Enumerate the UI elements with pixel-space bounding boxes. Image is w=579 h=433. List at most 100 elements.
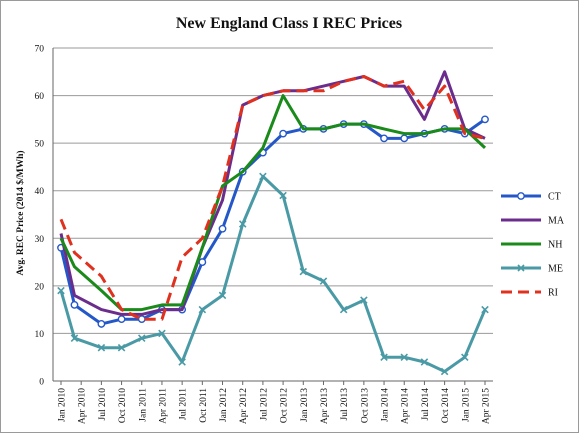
data-point-me xyxy=(440,367,449,376)
data-point-mark xyxy=(238,220,247,228)
legend-item-ri: RI xyxy=(501,288,558,299)
data-point-me xyxy=(259,172,267,181)
y-tick-label: 30 xyxy=(35,235,45,245)
gridlines xyxy=(53,47,493,382)
data-point-mark xyxy=(198,305,207,314)
series-line-ri xyxy=(59,75,486,321)
x-tick-label: Oct 2010 xyxy=(118,388,128,423)
data-point-mark xyxy=(440,367,449,376)
x-tick-label: Apr 2013 xyxy=(320,388,330,424)
x-tick-label: Oct 2011 xyxy=(199,388,209,423)
legend-label-ct: CT xyxy=(548,192,561,203)
data-point-me xyxy=(420,358,429,366)
data-point-mark xyxy=(178,358,186,366)
data-point-me xyxy=(70,334,79,342)
legend-marker xyxy=(517,192,525,200)
y-tick-label: 50 xyxy=(35,140,45,150)
legend-item-nh: NH xyxy=(501,240,562,251)
data-point-me xyxy=(158,329,166,338)
data-point-mark xyxy=(319,277,328,285)
data-point-me xyxy=(299,267,308,276)
data-point-ct xyxy=(218,224,227,233)
y-tick-label: 0 xyxy=(39,378,44,388)
data-point-mark xyxy=(57,286,65,295)
x-tick-label: Apr 2011 xyxy=(158,388,168,424)
data-point-ct xyxy=(279,129,287,138)
x-tick-label: Jul 2013 xyxy=(340,388,350,421)
legend-marker xyxy=(517,264,525,272)
data-point-mark xyxy=(400,353,409,361)
x-tick-label: Oct 2013 xyxy=(360,388,370,423)
data-point-me xyxy=(279,191,287,200)
data-point-me xyxy=(339,305,348,314)
data-point-me xyxy=(57,286,65,295)
x-tick-label: Oct 2012 xyxy=(280,388,290,423)
data-point-mark xyxy=(70,334,79,342)
y-tick-label: 10 xyxy=(35,330,45,340)
data-point-ct xyxy=(400,134,409,143)
data-point-mark xyxy=(420,358,429,366)
data-point-mark xyxy=(339,305,348,314)
x-tick-label: Jul 2014 xyxy=(421,388,431,421)
data-point-me xyxy=(198,305,207,314)
x-tick-label: Jan 2010 xyxy=(58,388,68,422)
series-line-nh xyxy=(59,94,487,312)
x-tick-label: Jul 2011 xyxy=(179,388,189,420)
x-tick-label: Jul 2012 xyxy=(259,388,269,421)
y-tick-label: 70 xyxy=(35,45,45,55)
data-point-me xyxy=(117,343,126,352)
data-point-ct xyxy=(380,134,388,143)
series-line-ma xyxy=(59,70,486,316)
data-point-me xyxy=(360,296,368,304)
data-point-ct xyxy=(137,315,146,324)
legend-label-me: ME xyxy=(548,264,563,275)
series-lines xyxy=(57,70,489,376)
data-point-ct xyxy=(97,320,106,328)
y-tick-label: 60 xyxy=(35,92,45,102)
data-point-ct xyxy=(481,115,489,124)
data-point-me xyxy=(137,334,146,342)
data-point-mark xyxy=(218,291,227,300)
legend-label-ma: MA xyxy=(548,216,565,227)
data-point-me xyxy=(380,353,388,361)
data-point-me xyxy=(238,220,247,228)
data-point-me xyxy=(319,277,328,285)
x-tick-label: Oct 2014 xyxy=(441,388,451,423)
data-point-me xyxy=(97,343,106,352)
data-point-ct xyxy=(70,300,79,309)
data-point-ct xyxy=(198,258,207,266)
legend-item-ma: MA xyxy=(501,216,565,227)
x-tick-label: Apr 2012 xyxy=(239,388,249,424)
x-tick-label: Apr 2010 xyxy=(78,388,88,424)
chart-title: New England Class I REC Prices xyxy=(176,15,402,32)
x-tick-label: Jul 2010 xyxy=(98,388,108,421)
data-point-me xyxy=(461,353,469,361)
data-point-mark xyxy=(137,334,146,342)
axes: 0 10 20 30 40 50 60 70 Jan 2010 Apr 2010 Jul 2010 O… xyxy=(35,45,493,424)
data-point-me xyxy=(178,358,186,366)
data-point-me xyxy=(481,305,489,314)
data-point-mark xyxy=(299,267,308,276)
x-tick-label: Apr 2015 xyxy=(482,388,492,424)
legend-label-ri: RI xyxy=(548,288,558,299)
x-tick-label: Jan 2013 xyxy=(300,388,310,422)
data-point-mark xyxy=(117,343,126,352)
data-point-me xyxy=(400,353,409,361)
data-point-mark xyxy=(380,353,388,361)
data-point-mark xyxy=(158,329,166,338)
legend-item-ct: CT xyxy=(501,192,561,203)
data-point-mark xyxy=(97,343,106,352)
legend-label-nh: NH xyxy=(548,240,562,251)
data-point-ct xyxy=(117,315,126,324)
y-tick-label: 20 xyxy=(35,282,45,292)
x-tick-label: Jan 2011 xyxy=(138,388,148,422)
series-line-ct xyxy=(59,118,486,326)
y-axis-label: Avg. REC Price (2014 $/MWh) xyxy=(15,150,26,275)
legend-item-me: ME xyxy=(501,264,563,275)
data-point-mark xyxy=(481,305,489,314)
x-tick-label: Jan 2012 xyxy=(219,388,229,422)
data-point-mark xyxy=(279,191,287,200)
data-point-me xyxy=(218,291,227,300)
